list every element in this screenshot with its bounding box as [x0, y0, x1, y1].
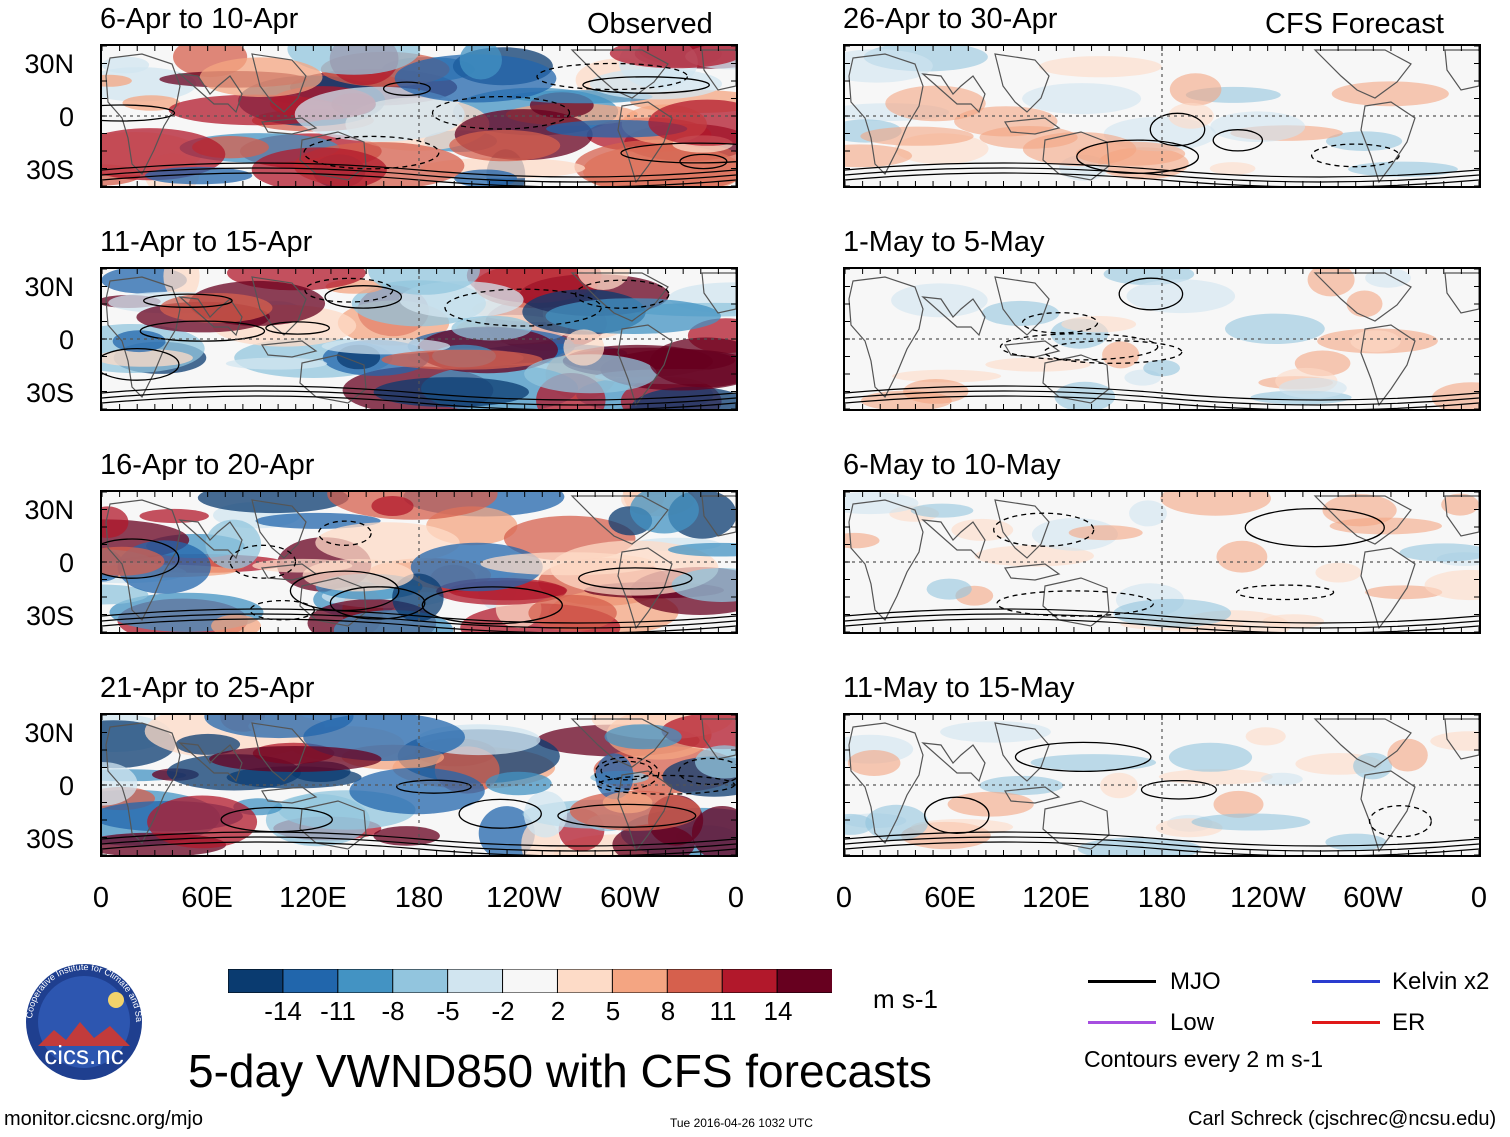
footer-timestamp: Tue 2016-04-26 1032 UTC	[670, 1116, 813, 1130]
forecast-label: CFS Forecast	[1265, 8, 1444, 40]
lon-label-180: 180	[394, 882, 444, 914]
forecast-panel-1-title: 26-Apr to 30-Apr	[843, 3, 1058, 35]
lat-label-30s: 30S	[25, 601, 74, 631]
observed-panel-3-map	[100, 490, 738, 634]
forecast-panel-4-title: 11-May to 15-May	[843, 672, 1075, 704]
lat-label-0: 0	[58, 102, 74, 132]
lon-label-0: 0	[835, 882, 853, 914]
lon-label-0-end: 0	[1470, 882, 1488, 914]
colorbar	[227, 968, 834, 994]
colorbar-tick: 2	[550, 996, 566, 1026]
footer-credit: Carl Schreck (cjschrec@ncsu.edu)	[1188, 1108, 1497, 1130]
lat-label-30s: 30S	[25, 155, 74, 185]
forecast-panel-2-map	[843, 267, 1481, 411]
legend-kelvin-label: Kelvin x2	[1392, 968, 1490, 995]
lat-label-30n: 30N	[24, 718, 74, 748]
legend-low-line	[1088, 1021, 1156, 1024]
footer-url[interactable]: monitor.cicsnc.org/mjo	[4, 1108, 203, 1130]
colorbar-tick: -5	[436, 996, 460, 1026]
lon-label-60w: 60W	[600, 882, 660, 914]
observed-panel-4-map	[100, 713, 738, 857]
logo-text: cics.nc	[44, 1040, 123, 1070]
lon-label-0: 0	[92, 882, 110, 914]
colorbar-swatch	[776, 968, 834, 994]
observed-panel-2-map	[100, 267, 738, 411]
colorbar-tick: 14	[763, 996, 793, 1026]
observed-panel-1-title: 6-Apr to 10-Apr	[100, 3, 299, 35]
cics-logo: Cooperative Institute for Climate and Sa…	[7, 952, 158, 1080]
contours-note: Contours every 2 m s-1	[1084, 1046, 1324, 1072]
colorbar-tick: -14	[264, 996, 302, 1026]
colorbar-swatch	[227, 968, 284, 994]
lon-label-60w: 60W	[1343, 882, 1403, 914]
colorbar-swatch	[556, 968, 614, 994]
colorbar-swatch	[447, 968, 504, 994]
colorbar-units: m s-1	[873, 984, 938, 1014]
colorbar-tick: 11	[709, 996, 737, 1026]
forecast-panel-3-map	[843, 490, 1481, 634]
colorbar-swatch	[282, 968, 339, 994]
lat-label-0: 0	[58, 325, 74, 355]
legend-mjo-label: MJO	[1170, 968, 1221, 995]
observed-panel-1-map	[100, 44, 738, 188]
lon-label-60e: 60E	[924, 882, 976, 914]
colorbar-tick: -8	[381, 996, 405, 1026]
lon-label-60e: 60E	[181, 882, 233, 914]
lat-label-0: 0	[58, 771, 74, 801]
lat-label-0: 0	[58, 548, 74, 578]
lon-label-120w: 120W	[1230, 882, 1306, 914]
colorbar-swatch	[392, 968, 449, 994]
main-title: 5-day VWND850 with CFS forecasts	[188, 1045, 932, 1097]
observed-panel-3-title: 16-Apr to 20-Apr	[100, 449, 315, 481]
observed-label: Observed	[587, 8, 713, 40]
lat-label-30n: 30N	[24, 495, 74, 525]
legend-er-line	[1312, 1021, 1380, 1024]
colorbar-swatch	[502, 968, 559, 994]
observed-panel-4-title: 21-Apr to 25-Apr	[100, 672, 315, 704]
colorbar-swatch	[337, 968, 394, 994]
colorbar-tick-labels: -14 -11 -8 -5 -2 2 5 8 11 14	[228, 996, 832, 1028]
lat-label-30n: 30N	[24, 49, 74, 79]
lon-label-120e: 120E	[1022, 882, 1090, 914]
colorbar-tick: -2	[491, 996, 515, 1026]
lon-label-0-end: 0	[727, 882, 745, 914]
colorbar-tick: -11	[320, 996, 356, 1026]
legend-er-label: ER	[1392, 1009, 1426, 1036]
colorbar-swatch	[721, 968, 779, 994]
legend-low-label: Low	[1170, 1009, 1215, 1036]
lon-label-120w: 120W	[486, 882, 562, 914]
forecast-panel-3-title: 6-May to 10-May	[843, 449, 1061, 481]
forecast-panel-1-map	[843, 44, 1481, 188]
lon-label-120e: 120E	[279, 882, 347, 914]
observed-panel-2-title: 11-Apr to 15-Apr	[100, 226, 313, 258]
lat-label-30s: 30S	[25, 824, 74, 854]
lon-label-180: 180	[1137, 882, 1187, 914]
colorbar-tick: 5	[605, 996, 621, 1026]
lat-label-30n: 30N	[24, 272, 74, 302]
legend-kelvin-line	[1312, 980, 1380, 983]
colorbar-swatches	[227, 968, 834, 994]
colorbar-swatch	[666, 968, 724, 994]
colorbar-swatch	[611, 968, 669, 994]
legend-mjo-line	[1088, 980, 1156, 983]
forecast-panel-4-map	[843, 713, 1481, 857]
forecast-panel-2-title: 1-May to 5-May	[843, 226, 1045, 258]
colorbar-tick: 8	[660, 996, 676, 1026]
lat-label-30s: 30S	[25, 378, 74, 408]
